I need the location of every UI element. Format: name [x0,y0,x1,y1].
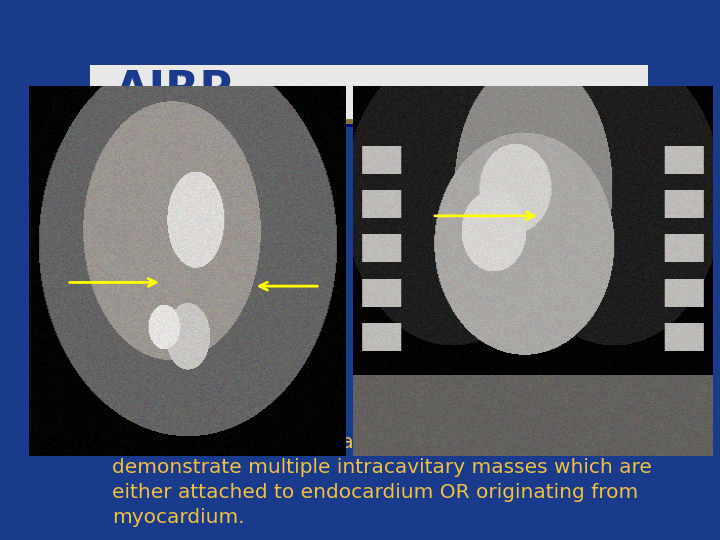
Text: ™: ™ [176,73,189,86]
Text: Contrast-enhanced axial & coronal CT images
demonstrate multiple intracavitary m: Contrast-enhanced axial & coronal CT ima… [112,433,652,527]
Bar [90,65,648,119]
Text: AIRP: AIRP [115,69,233,112]
Bar [90,119,648,124]
Bar [90,124,648,127]
